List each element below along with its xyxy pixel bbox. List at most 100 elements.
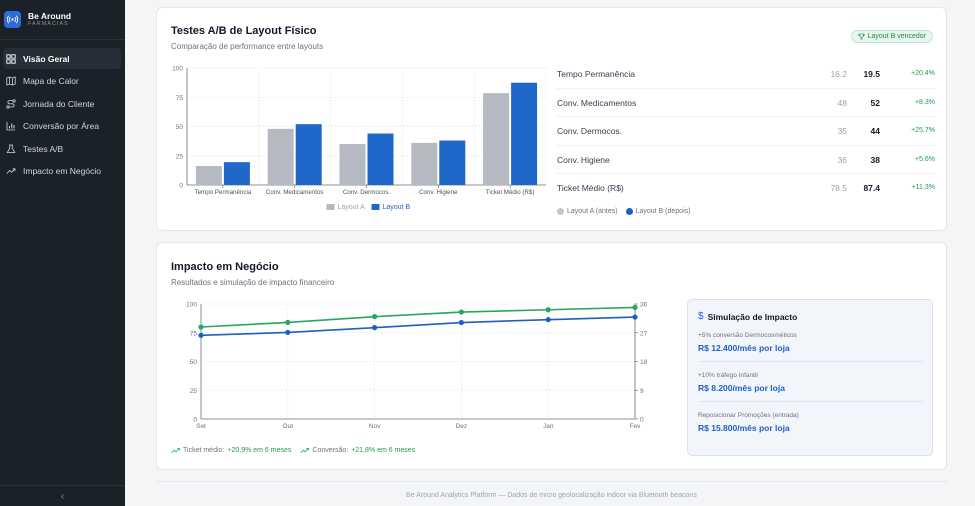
y-tick-label: 50 <box>176 124 184 131</box>
bar <box>339 144 366 185</box>
legend-swatch-layout-b <box>371 204 380 210</box>
metric-layout-a: 35 <box>837 126 847 136</box>
y-tick-label: 75 <box>190 330 198 337</box>
sidebar-item-testes-ab[interactable]: Testes A/B <box>3 138 121 159</box>
bar <box>295 124 322 185</box>
sidebar-item-impacto-em-negocio[interactable]: Impacto em Negócio <box>3 161 121 182</box>
dollar-icon: $ <box>698 311 704 322</box>
simulation-item: +5% conversão Dermocosméticos R$ 12.400/… <box>698 332 924 353</box>
series-point <box>285 319 291 325</box>
simulation-label: Reposicionar Promoções (entrada) <box>698 412 799 419</box>
y-tick-label: 100 <box>172 66 183 73</box>
x-tick-label: Conv. Higiene <box>419 189 458 196</box>
divider <box>698 401 924 402</box>
series-point <box>458 309 464 315</box>
trend-value: +21,8% em 6 meses <box>351 447 416 454</box>
y2-tick-label: 36 <box>640 302 648 309</box>
sidebar-item-label: Conversão por Área <box>23 121 100 131</box>
bar <box>267 128 294 185</box>
sidebar-item-visao-geral[interactable]: Visão Geral <box>3 48 121 69</box>
trending-up-icon <box>300 448 310 454</box>
y-tick-label: 25 <box>190 388 198 395</box>
footer: Be Around Analytics Platform — Dados de … <box>156 481 947 499</box>
metric-row: Conv. Higiene 36 38 +5.6% <box>557 146 935 174</box>
simulation-label: +10% tráfego Infantil <box>698 372 758 379</box>
trend-value: +20,9% em 6 meses <box>227 447 292 454</box>
trophy-icon <box>857 33 865 40</box>
metric-delta: +5.6% <box>914 155 935 163</box>
impact-card-subtitle: Resultados e simulação de impacto financ… <box>171 278 335 287</box>
sidebar: Be Around FARMÁCIAS Visão Geral Mapa de … <box>0 0 125 506</box>
series-point <box>372 314 378 320</box>
metric-delta: +25.7% <box>911 127 935 134</box>
simulation-value: R$ 8.200/mês por loja <box>698 383 785 393</box>
bar <box>195 166 222 185</box>
metric-row: Conv. Medicamentos 48 52 +8.3% <box>557 89 935 117</box>
metric-layout-b: 52 <box>870 97 880 108</box>
winner-badge-label: Layout B vencedor <box>867 33 926 40</box>
sidebar-item-label: Testes A/B <box>23 143 64 154</box>
y2-tick-label: 18 <box>640 359 648 366</box>
ab-test-card: Testes A/B de Layout Físico Comparação d… <box>156 7 947 231</box>
collapse-sidebar-button[interactable]: ‹ <box>0 485 125 506</box>
sidebar-nav: Visão Geral Mapa de Calor Jornada do Cli… <box>0 48 125 182</box>
metric-delta: +11.3% <box>911 184 935 191</box>
trend-summary: Ticket médio: +20,9% em 6 meses Conversã… <box>171 447 424 454</box>
y-tick-label: 50 <box>190 359 198 366</box>
x-tick-label: Fev <box>630 423 642 430</box>
metric-row: Ticket Médio (R$) 78.5 87.4 +11.3% <box>557 174 935 203</box>
x-tick-label: Nov <box>369 423 381 430</box>
impact-card: Impacto em Negócio Resultados e simulaçã… <box>156 242 947 470</box>
x-tick-label: Out <box>283 423 294 430</box>
simulation-title: $ Simulação de Impacto <box>698 311 797 322</box>
app-name: Be Around <box>28 10 72 21</box>
x-tick-label: Jan <box>543 423 554 430</box>
impact-simulation-panel: $ Simulação de Impacto +5% conversão Der… <box>687 299 933 456</box>
series-line-2 <box>200 316 636 337</box>
metric-label: Conv. Medicamentos <box>557 97 637 108</box>
sidebar-item-conversao-por-area[interactable]: Conversão por Área <box>3 116 121 137</box>
sidebar-item-label: Visão Geral <box>23 53 70 64</box>
bar <box>483 93 510 185</box>
y2-tick-label: 0 <box>640 417 644 424</box>
metric-layout-b: 87.4 <box>863 183 880 193</box>
y-tick-label: 100 <box>186 302 197 309</box>
y2-tick-label: 9 <box>640 388 644 395</box>
legend-label-layout-b: Layout B <box>383 204 411 211</box>
beacon-logo-icon <box>4 11 21 28</box>
trending-up-icon <box>6 166 16 176</box>
legend-label-a: Layout A (antes) <box>567 208 618 215</box>
trend-conversion: Conversão: +21,8% em 6 meses <box>300 447 415 454</box>
simulation-label: +5% conversão Dermocosméticos <box>698 332 797 339</box>
metric-label: Conv. Dermocos. <box>557 126 623 136</box>
flask-icon <box>6 144 16 154</box>
series-point <box>632 304 638 311</box>
sidebar-item-jornada-do-cliente[interactable]: Jornada do Cliente <box>3 93 121 114</box>
sidebar-item-mapa-de-calor[interactable]: Mapa de Calor <box>3 71 121 92</box>
y-tick-label: 0 <box>193 417 197 424</box>
legend-dot-b <box>625 208 633 215</box>
brand[interactable]: Be Around FARMÁCIAS <box>0 0 125 40</box>
x-tick-label: Conv. Medicamentos <box>266 189 324 196</box>
trend-label: Ticket médio: <box>183 447 225 454</box>
grid-icon <box>6 53 16 64</box>
legend-dot-a <box>557 208 564 215</box>
series-point <box>198 332 204 338</box>
ab-card-title: Testes A/B de Layout Físico <box>171 25 317 37</box>
impact-card-title: Impacto em Negócio <box>171 261 279 273</box>
series-point <box>632 314 638 320</box>
divider <box>698 361 924 362</box>
bar <box>223 162 250 185</box>
x-tick-label: Conv. Dermocos. <box>343 189 391 196</box>
trend-ticket: Ticket médio: +20,9% em 6 meses <box>171 447 291 454</box>
impact-line-chart: 0 25 50 75 100 0 9 18 27 36 Set Out Nov Dez Jan Fev <box>186 302 648 431</box>
metric-delta: +8.3% <box>914 98 935 106</box>
y-tick-label: 0 <box>179 183 183 190</box>
trending-up-icon <box>171 448 180 454</box>
simulation-value: R$ 15.800/mês por loja <box>698 423 790 433</box>
legend-swatch-layout-a <box>326 204 335 210</box>
y2-tick-label: 27 <box>640 330 648 337</box>
series-point <box>285 329 291 336</box>
metric-label: Ticket Médio (R$) <box>557 183 624 193</box>
x-tick-label: Dez <box>456 423 468 430</box>
